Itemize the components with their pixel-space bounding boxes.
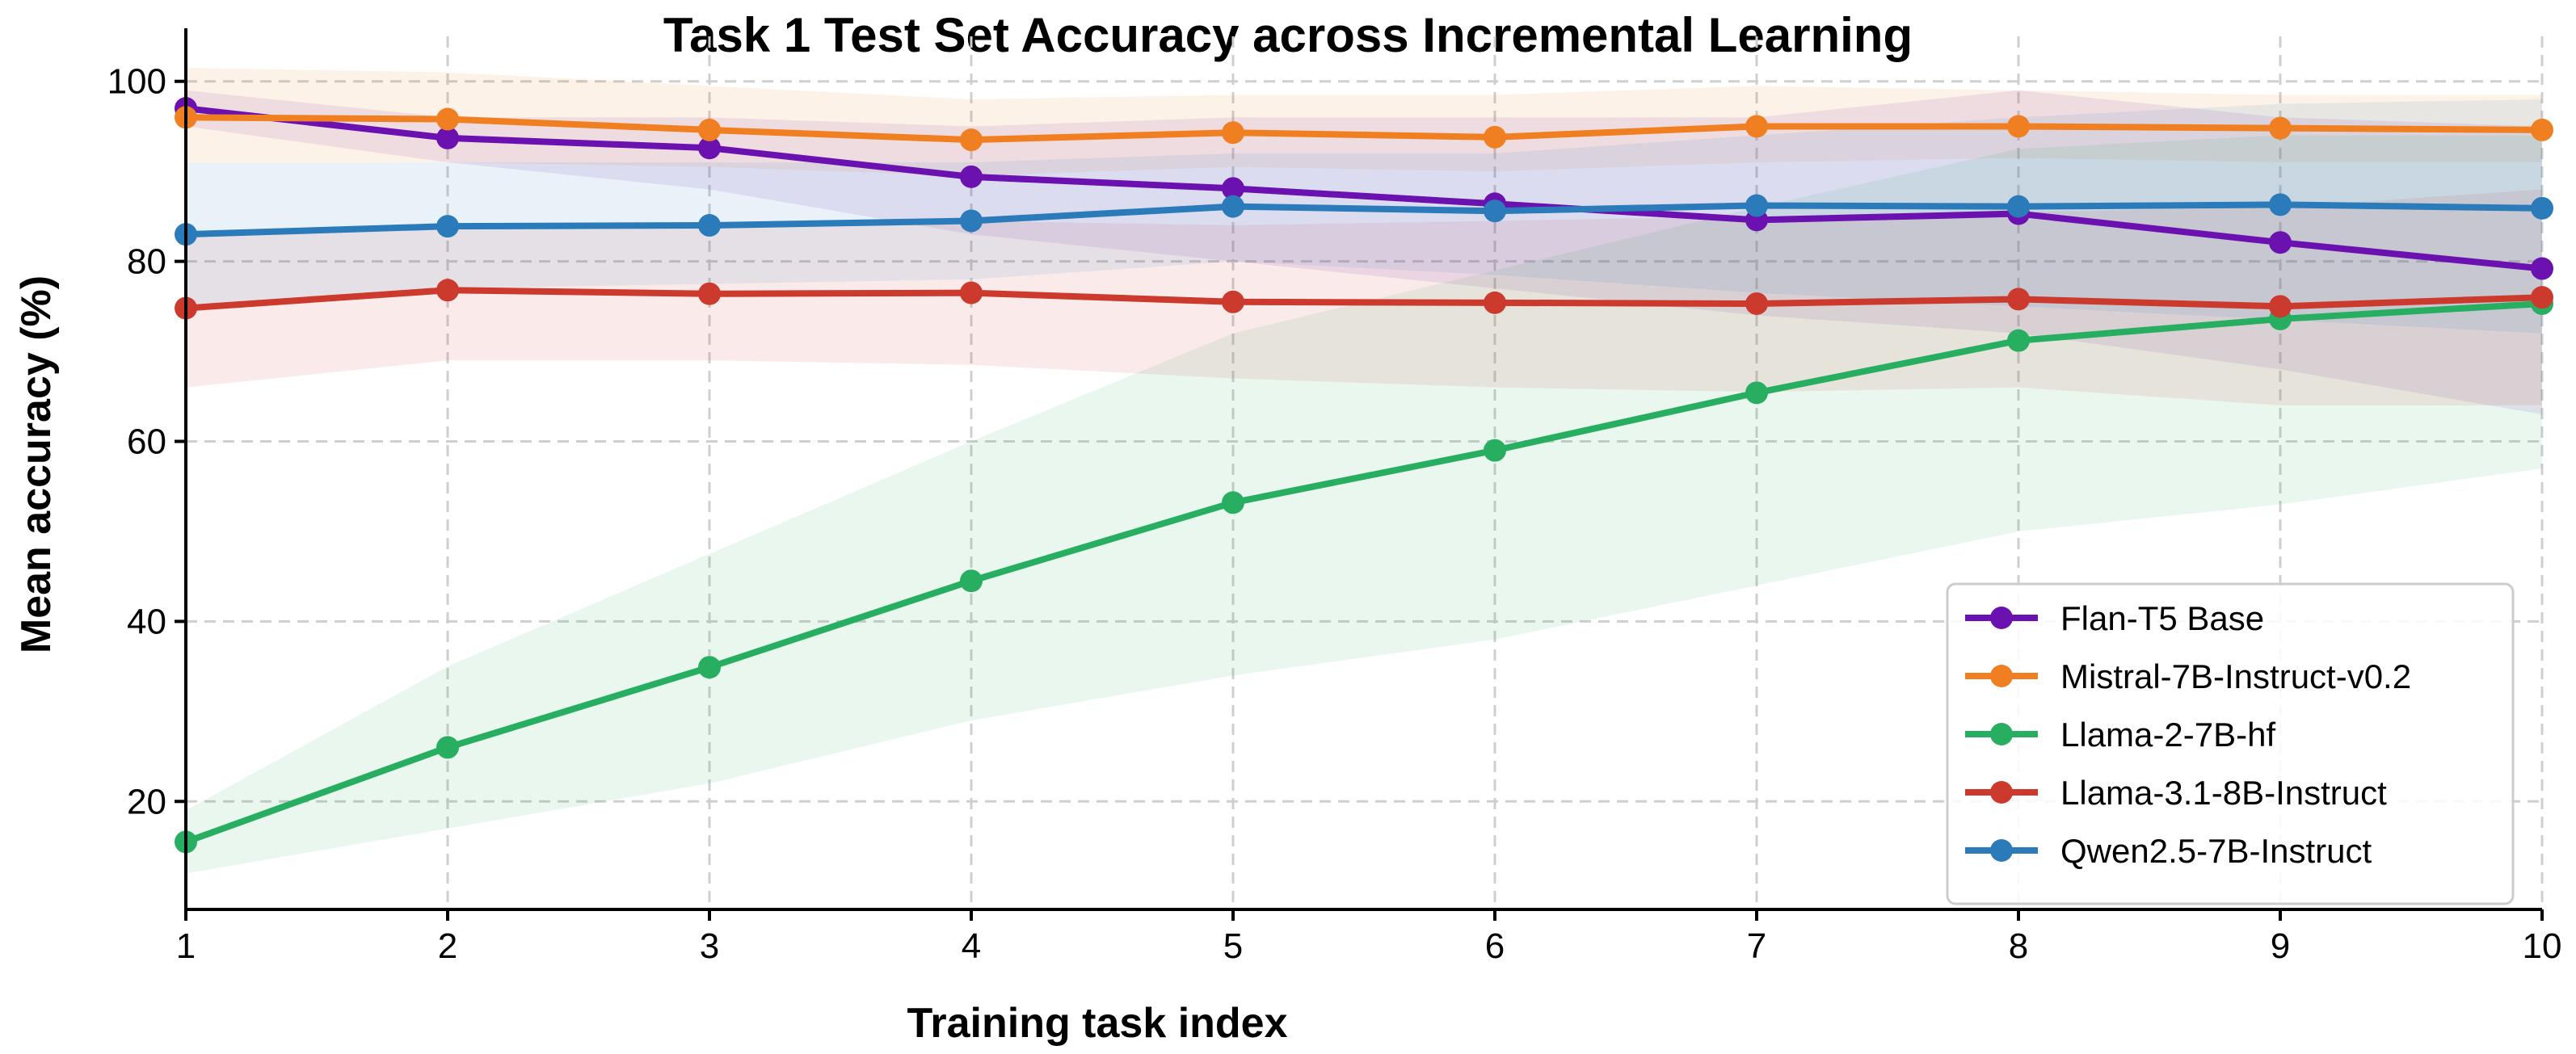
x-tick-label: 7 (1747, 926, 1766, 966)
data-point (1745, 115, 1768, 138)
data-point (1484, 199, 1506, 223)
data-point (2007, 195, 2030, 218)
legend-marker (1990, 607, 2013, 629)
series-line (185, 287, 2543, 312)
data-point (960, 128, 983, 152)
data-point (2531, 257, 2553, 280)
legend-marker (1990, 665, 2013, 687)
x-tick-label: 1 (176, 926, 196, 966)
series-points (175, 97, 2553, 854)
data-point (436, 126, 459, 149)
x-tick-label: 8 (2009, 926, 2028, 966)
data-point (2269, 295, 2292, 318)
legend-marker (1990, 839, 2013, 862)
data-point (1222, 290, 1244, 313)
data-point (2531, 196, 2553, 220)
data-point (436, 279, 459, 302)
data-point (960, 165, 983, 188)
data-point (436, 215, 459, 238)
data-point (1484, 125, 1506, 149)
data-point (698, 214, 721, 237)
legend-box (1946, 582, 2515, 905)
data-point (1745, 292, 1768, 315)
data-point (2269, 231, 2292, 254)
chart-title: Task 1 Test Set Accuracy across Incremen… (663, 8, 1913, 62)
data-point (2531, 118, 2553, 141)
y-axis-label: Mean accuracy (%) (13, 275, 60, 653)
series-line (185, 114, 2543, 144)
y-tick-label: 80 (127, 242, 166, 282)
x-tick-label: 4 (962, 926, 981, 966)
data-point (2269, 193, 2292, 216)
data-point (1745, 381, 1768, 405)
series-line (185, 105, 2543, 272)
y-tick-label: 40 (127, 602, 166, 641)
x-tick-label: 9 (2271, 926, 2290, 966)
x-tick-label: 6 (1485, 926, 1505, 966)
legend: Flan-T5 Base Mistral-7B-Instruct-v0.2 Llam… (1946, 582, 2515, 905)
x-tick-label: 3 (700, 926, 719, 966)
data-point (1222, 177, 1244, 200)
confidence-band (186, 90, 2542, 415)
y-tick-label: 60 (127, 422, 166, 461)
legend-label: Qwen2.5-7B-Instruct (2060, 832, 2372, 870)
axes (175, 28, 2544, 921)
x-tick-label: 2 (438, 926, 457, 966)
data-point (2531, 286, 2553, 309)
y-tick-label: 20 (127, 782, 166, 821)
x-tick-label: 5 (1223, 926, 1243, 966)
data-point (436, 107, 459, 131)
series-line (185, 201, 2543, 238)
data-point (1222, 491, 1244, 514)
data-point (698, 118, 721, 141)
confidence-bands (186, 68, 2542, 874)
data-point (2007, 115, 2030, 138)
y-tick-label: 100 (107, 62, 166, 102)
data-point (1222, 195, 1244, 218)
data-point (2007, 288, 2030, 311)
data-point (436, 736, 459, 759)
legend-marker (1990, 781, 2013, 804)
legend-label: Llama-2-7B-hf (2060, 716, 2275, 754)
data-point (960, 569, 983, 593)
data-point (698, 136, 721, 160)
legend-label: Mistral-7B-Instruct-v0.2 (2060, 657, 2411, 695)
tick-labels: 1 2 3 4 5 6 7 8 9 10 20 40 60 80 100 (107, 62, 2562, 966)
data-point (1745, 194, 1768, 217)
confidence-band (186, 99, 2542, 334)
data-point (1484, 439, 1506, 462)
confidence-band (186, 68, 2542, 176)
data-point (698, 282, 721, 305)
data-point (1222, 121, 1244, 145)
series-line (184, 300, 2543, 846)
data-point (2269, 116, 2292, 140)
x-axis-label: Training task index (907, 1000, 1287, 1047)
x-tick-label: 10 (2523, 926, 2562, 966)
series-lines (184, 105, 2543, 846)
legend-marker (1990, 723, 2013, 745)
data-point (960, 209, 983, 233)
legend-label: Llama-3.1-8B-Instruct (2060, 774, 2387, 812)
data-point (960, 281, 983, 304)
data-point (2007, 329, 2030, 352)
data-point (1484, 291, 1506, 314)
legend-label: Flan-T5 Base (2060, 599, 2264, 637)
data-point (698, 656, 721, 679)
confidence-band (186, 135, 2542, 874)
